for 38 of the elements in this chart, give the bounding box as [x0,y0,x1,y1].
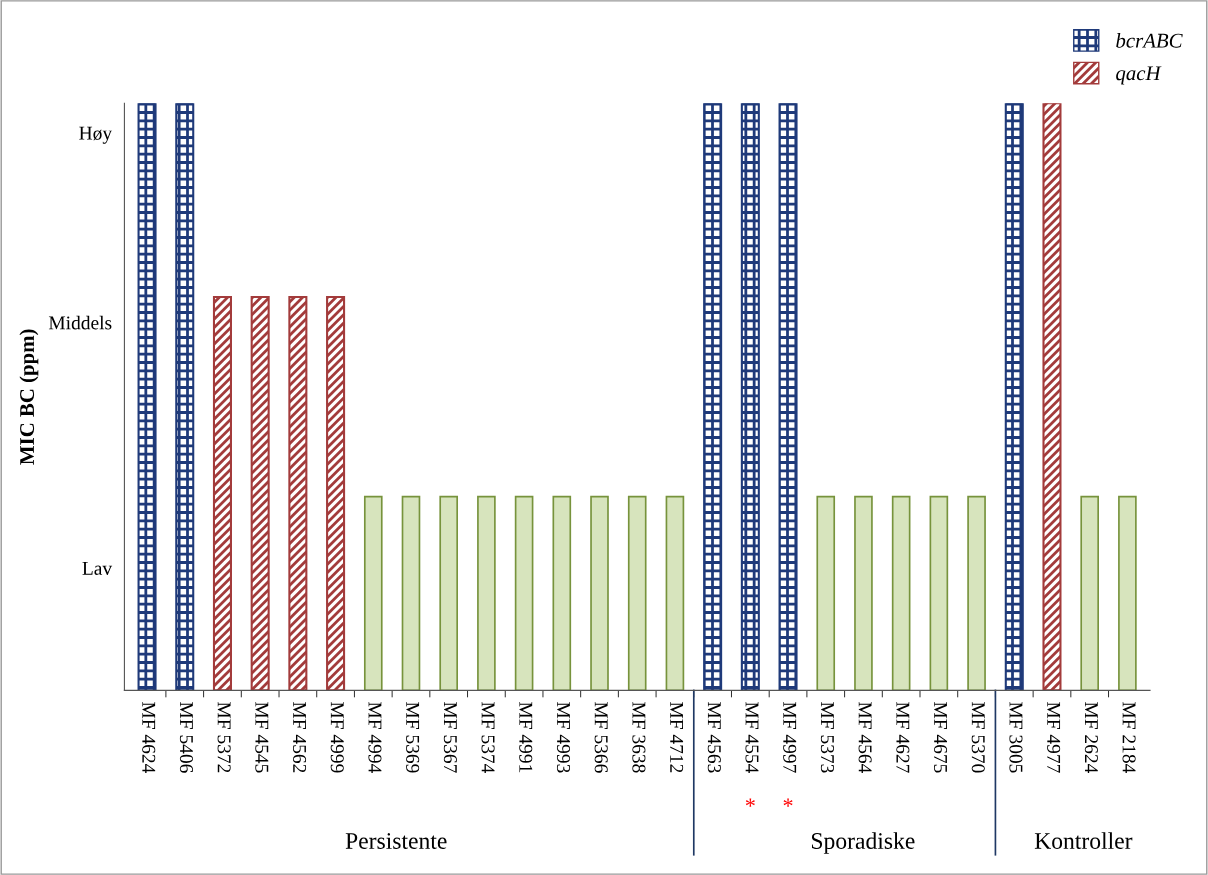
x-tick-label: MF 4994 [368,702,382,774]
x-tick-label: MF 4545 [255,702,269,773]
x-tick-label: MF 4564 [858,702,872,774]
text: Høy [79,126,113,144]
text: Sporadiske [811,832,915,854]
x-tick-label: MF 4563 [707,702,721,773]
x-tick-label: MF 4712 [670,702,684,773]
text: * [783,798,793,807]
x-tick-label: MF 4991 [519,702,533,773]
text: Lav [82,561,113,575]
text: Kontroller [1034,832,1133,849]
text: Persistente [345,833,447,849]
x-tick-label: MF 4997 [783,702,797,773]
text: * [745,798,755,807]
text: Middels [48,315,112,330]
x-tick-label: MF 2184 [1122,702,1136,774]
legend-label: qacH [1116,66,1162,85]
x-tick-label: MF 4999 [330,702,344,773]
x-tick-label: MF 5369 [406,702,420,773]
x-tick-label: MF 3638 [632,702,646,773]
x-tick-label: MF 4675 [934,702,948,773]
x-tick-label: MF 4554 [745,702,759,774]
x-tick-label: MF 4977 [1047,702,1061,773]
x-tick-label: MF 2624 [1084,702,1098,774]
x-tick-label: MF 4624 [142,702,156,774]
x-tick-label: MF 4562 [293,702,307,773]
x-tick-label: MF 4993 [556,702,571,773]
legend-label: bcrABC [1116,33,1183,48]
x-tick-label: MF 5366 [594,702,608,773]
x-tick-label: MF 3005 [1009,702,1023,773]
x-tick-label: MF 5374 [481,702,495,774]
x-tick-label: MF 5406 [179,702,194,773]
y-axis-title: MIC BC (ppm) [19,329,39,465]
x-tick-label: MF 5372 [217,702,231,773]
x-tick-label: MF 5373 [820,702,834,773]
x-tick-label: MF 5367 [443,702,457,773]
x-tick-label: MF 4627 [896,702,910,773]
x-tick-label: MF 5370 [971,702,985,773]
